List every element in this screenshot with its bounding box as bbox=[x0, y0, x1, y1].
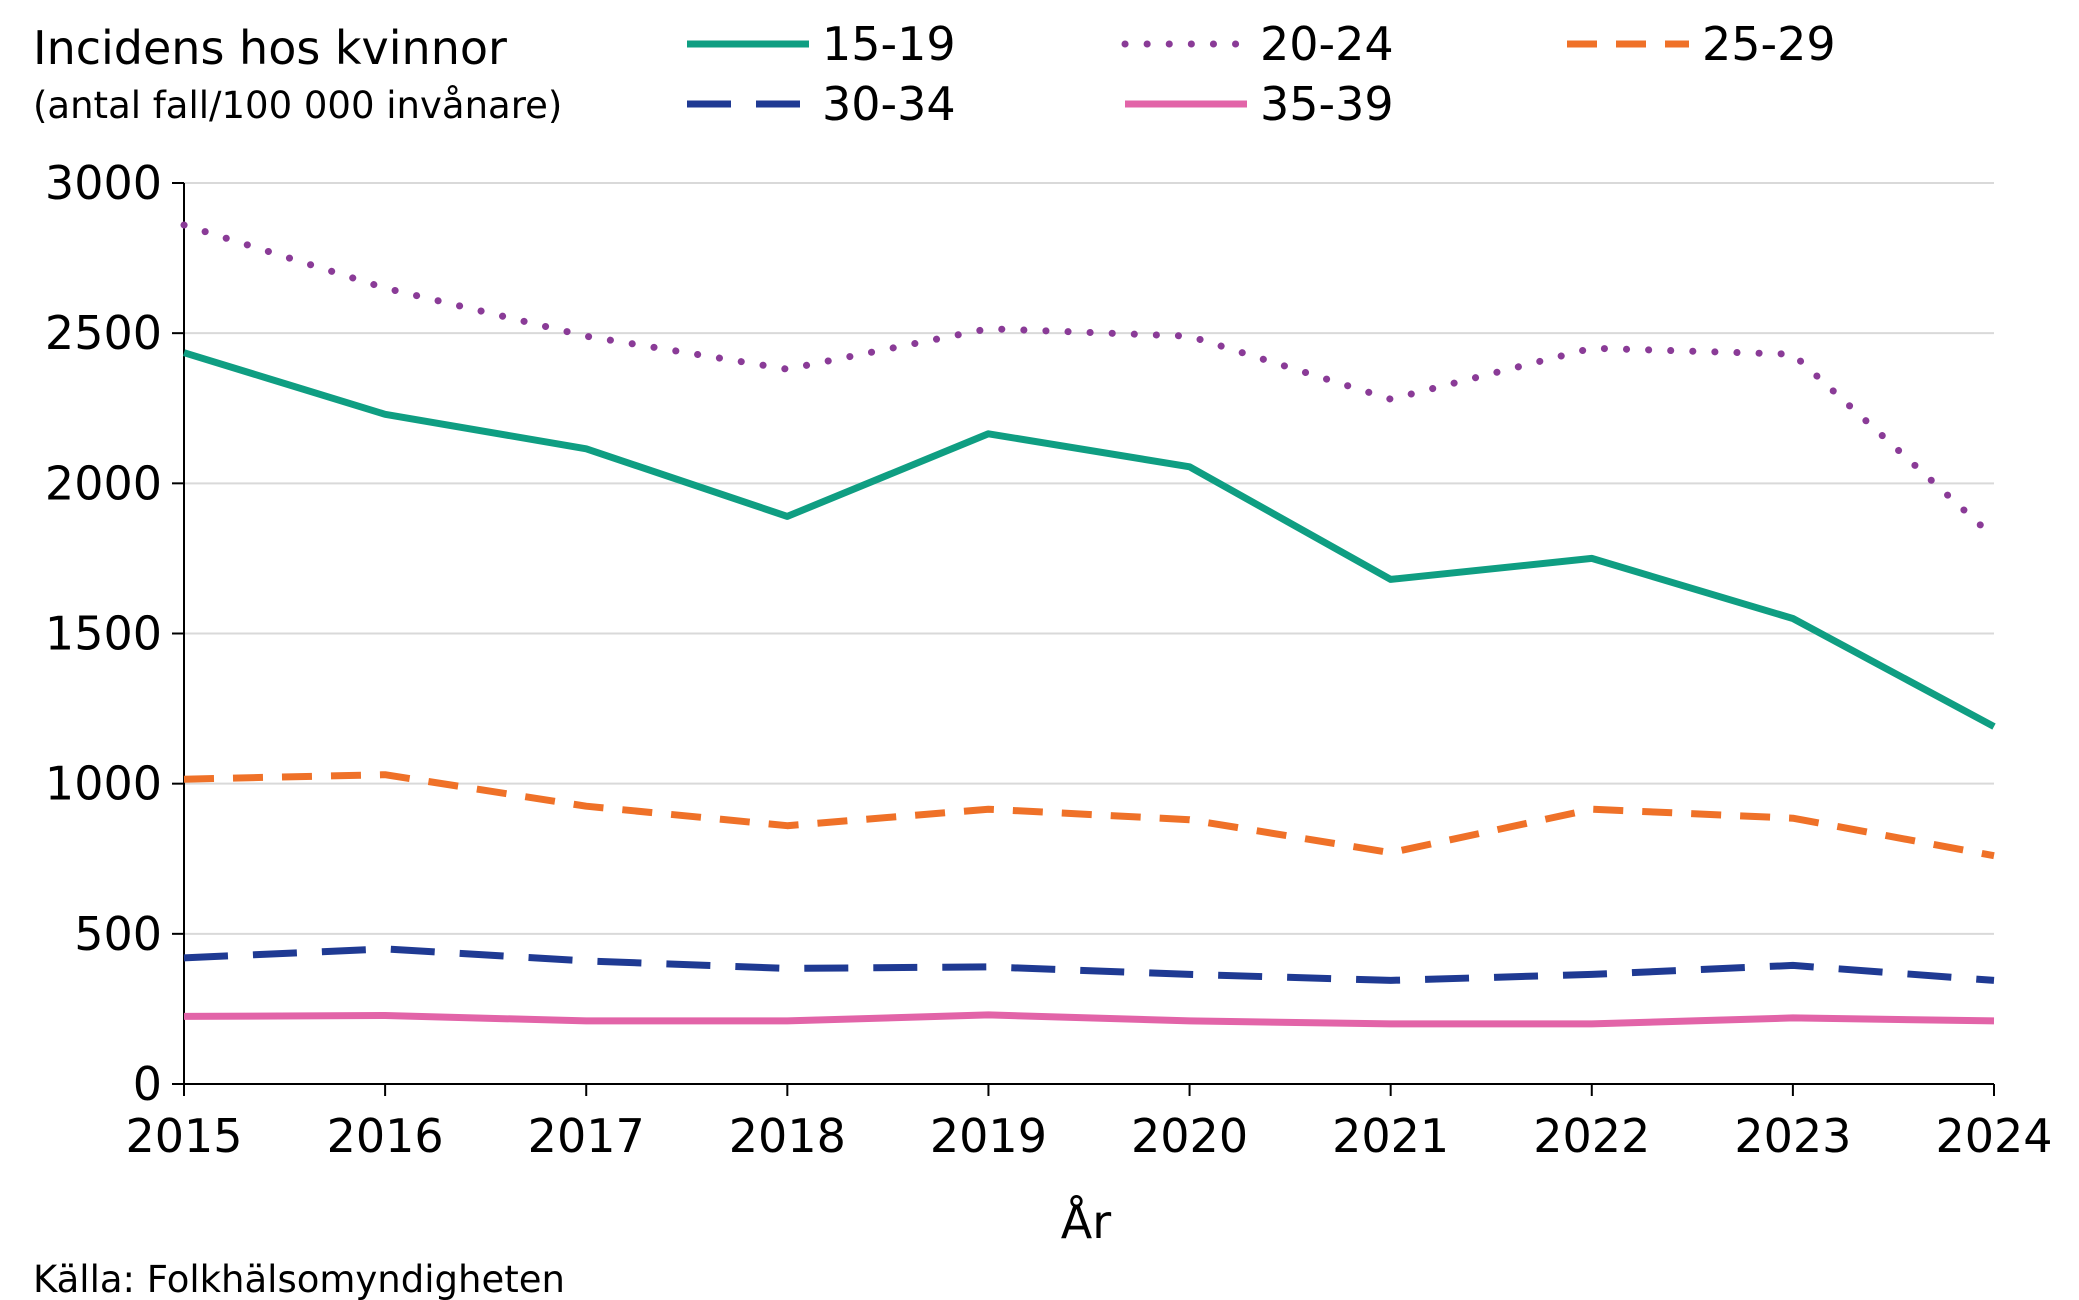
data-point-35-39-2017 bbox=[582, 1017, 590, 1025]
data-point-35-39-2020 bbox=[1186, 1017, 1194, 1025]
axes bbox=[172, 182, 1995, 1096]
data-point-25-29-2021 bbox=[1387, 849, 1395, 857]
x-tick-label: 2021 bbox=[1332, 1109, 1449, 1163]
data-point-25-29-2022 bbox=[1588, 805, 1596, 813]
source-note: Källa: Folkhälsomyndigheten bbox=[33, 1258, 565, 1300]
data-point-35-39-2016 bbox=[381, 1012, 389, 1020]
y-tick-label: 1500 bbox=[45, 607, 162, 661]
x-tick-label: 2022 bbox=[1533, 1109, 1650, 1163]
grid-lines bbox=[184, 182, 1994, 935]
data-point-20-24-2023 bbox=[1789, 350, 1797, 358]
y-tick-label: 500 bbox=[74, 907, 162, 961]
data-point-20-24-2016 bbox=[381, 284, 389, 292]
data-point-30-34-2021 bbox=[1387, 976, 1395, 984]
data-point-20-24-2021 bbox=[1387, 395, 1395, 403]
series-line-20-24 bbox=[180, 221, 1998, 541]
data-point-20-24-2024 bbox=[1990, 533, 1998, 541]
data-point-35-39-2023 bbox=[1789, 1014, 1797, 1022]
data-point-35-39-2015 bbox=[180, 1012, 188, 1020]
y-tick-label: 3000 bbox=[45, 156, 162, 210]
data-point-30-34-2016 bbox=[381, 945, 389, 953]
x-tick-label: 2015 bbox=[125, 1109, 242, 1163]
legend-label-15-19: 15-19 bbox=[822, 17, 956, 71]
series-line-30-34 bbox=[183, 945, 1995, 984]
data-point-15-19-2024 bbox=[1990, 723, 1998, 731]
data-point-30-34-2023 bbox=[1789, 961, 1797, 969]
legend-label-35-39: 35-39 bbox=[1260, 77, 1394, 131]
x-tick-label: 2024 bbox=[1935, 1109, 2052, 1163]
y-tick-label: 1000 bbox=[45, 757, 162, 811]
data-point-25-29-2018 bbox=[783, 822, 791, 830]
data-point-30-34-2020 bbox=[1186, 970, 1194, 978]
data-point-15-19-2017 bbox=[582, 445, 590, 453]
data-point-30-34-2019 bbox=[984, 963, 992, 971]
x-axis-label: År bbox=[1061, 1195, 1111, 1249]
data-point-35-39-2018 bbox=[783, 1017, 791, 1025]
data-point-25-29-2023 bbox=[1789, 814, 1797, 822]
legend: 15-19 20-24 25-29 30-34 35-39 bbox=[687, 17, 1836, 131]
tick-labels: 0 500 1000 1500 2000 2500 3000 2015 2016 2017 2018… bbox=[45, 156, 2053, 1163]
data-point-30-34-2015 bbox=[180, 954, 188, 962]
data-point-15-19-2015 bbox=[180, 349, 188, 357]
x-tick-label: 2020 bbox=[1131, 1109, 1248, 1163]
data-point-15-19-2020 bbox=[1186, 463, 1194, 471]
data-point-35-39-2021 bbox=[1387, 1020, 1395, 1028]
data-point-35-39-2024 bbox=[1990, 1017, 1998, 1025]
legend-label-30-34: 30-34 bbox=[822, 77, 956, 131]
y-tick-label: 2500 bbox=[45, 306, 162, 360]
data-point-25-29-2015 bbox=[180, 775, 188, 783]
data-point-20-24-2019 bbox=[984, 325, 992, 333]
data-point-35-39-2022 bbox=[1588, 1020, 1596, 1028]
data-point-20-24-2017 bbox=[582, 332, 590, 340]
x-tick-label: 2017 bbox=[528, 1109, 645, 1163]
data-point-20-24-2015 bbox=[180, 221, 188, 229]
x-tick-label: 2016 bbox=[327, 1109, 444, 1163]
data-point-15-19-2018 bbox=[783, 512, 791, 520]
data-point-30-34-2017 bbox=[582, 957, 590, 965]
data-point-20-24-2020 bbox=[1186, 332, 1194, 340]
data-point-25-29-2024 bbox=[1990, 852, 1998, 860]
data-point-25-29-2019 bbox=[984, 805, 992, 813]
legend-label-20-24: 20-24 bbox=[1260, 17, 1394, 71]
x-tick-label: 2023 bbox=[1734, 1109, 1851, 1163]
series-lines bbox=[180, 221, 1998, 1028]
data-point-20-24-2022 bbox=[1588, 344, 1596, 352]
y-tick-label: 0 bbox=[133, 1057, 162, 1111]
data-point-25-29-2020 bbox=[1186, 816, 1194, 824]
data-point-25-29-2017 bbox=[582, 802, 590, 810]
data-point-15-19-2016 bbox=[381, 410, 389, 418]
series-line-35-39 bbox=[183, 1011, 1995, 1028]
data-point-30-34-2022 bbox=[1588, 970, 1596, 978]
data-point-30-34-2018 bbox=[783, 964, 791, 972]
data-point-35-39-2019 bbox=[984, 1011, 992, 1019]
legend-label-25-29: 25-29 bbox=[1702, 17, 1836, 71]
data-point-15-19-2023 bbox=[1789, 614, 1797, 622]
data-point-25-29-2016 bbox=[381, 771, 389, 779]
chart-title: Incidens hos kvinnor bbox=[33, 21, 507, 75]
y-tick-label: 2000 bbox=[45, 456, 162, 510]
series-line-25-29 bbox=[183, 771, 1995, 860]
data-point-15-19-2021 bbox=[1387, 575, 1395, 583]
x-tick-label: 2019 bbox=[930, 1109, 1047, 1163]
x-tick-label: 2018 bbox=[729, 1109, 846, 1163]
data-point-15-19-2019 bbox=[984, 430, 992, 438]
data-point-20-24-2018 bbox=[783, 365, 791, 373]
chart-subtitle: (antal fall/100 000 invånare) bbox=[33, 84, 562, 127]
series-line-15-19 bbox=[182, 349, 1996, 730]
data-point-30-34-2024 bbox=[1990, 976, 1998, 984]
data-point-15-19-2022 bbox=[1588, 554, 1596, 562]
